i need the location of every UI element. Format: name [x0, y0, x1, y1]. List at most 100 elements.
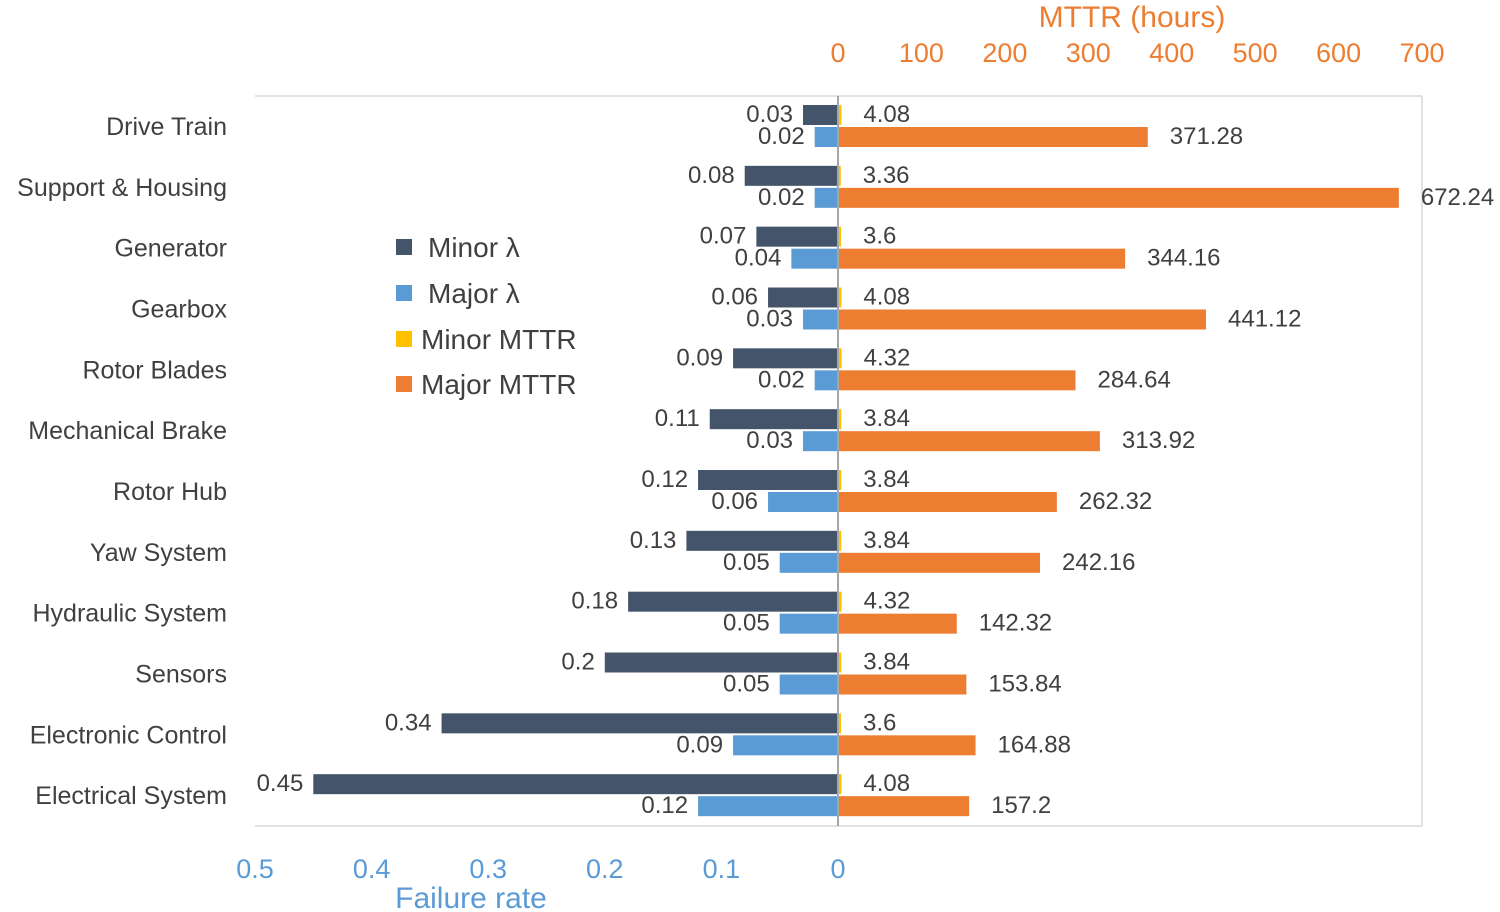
bar-minor-lambda-electronic-control — [441, 713, 838, 734]
category-label-generator: Generator — [114, 235, 227, 263]
bar-minor-lambda-support-housing — [744, 165, 838, 186]
label-major-mttr-mechanical-brake: 313.92 — [1122, 427, 1195, 454]
bar-minor-mttr-gearbox — [838, 287, 842, 308]
label-major-mttr-electronic-control: 164.88 — [998, 731, 1071, 758]
bar-minor-lambda-rotor-blades — [733, 348, 838, 369]
bar-major-lambda-mechanical-brake — [803, 431, 838, 452]
label-minor-lambda-sensors: 0.2 — [561, 649, 594, 676]
category-label-gearbox: Gearbox — [131, 296, 227, 324]
category-label-electrical-system: Electrical System — [35, 782, 227, 810]
failure-rate-axis-title: Failure rate — [395, 882, 547, 912]
label-major-lambda-yaw-system: 0.05 — [723, 549, 770, 576]
label-minor-lambda-electronic-control: 0.34 — [385, 709, 432, 736]
bar-minor-mttr-electronic-control — [838, 713, 842, 734]
bar-minor-mttr-mechanical-brake — [838, 409, 842, 430]
bar-major-lambda-generator — [791, 248, 838, 269]
failure-rate-bars — [313, 105, 838, 817]
label-major-mttr-electrical-system: 157.2 — [991, 792, 1051, 819]
mttr-tick-4: 400 — [1149, 38, 1194, 68]
bar-minor-lambda-sensors — [604, 652, 838, 673]
bar-minor-lambda-drive-train — [803, 105, 838, 125]
bar-minor-mttr-rotor-blades — [838, 348, 842, 369]
category-label-support-housing: Support & Housing — [17, 174, 227, 202]
category-labels: Drive Train Support & Housing Generator Gea… — [17, 113, 227, 810]
bar-major-mttr-mechanical-brake — [838, 431, 1100, 452]
bar-major-lambda-rotor-blades — [814, 370, 838, 391]
label-major-lambda-electronic-control: 0.09 — [676, 731, 723, 758]
label-major-lambda-generator: 0.04 — [735, 245, 782, 272]
bar-minor-lambda-generator — [756, 226, 838, 247]
bar-major-mttr-electrical-system — [838, 796, 970, 817]
legend-label-major-lambda: Major λ — [428, 278, 520, 309]
label-minor-mttr-electronic-control: 3.6 — [863, 709, 896, 736]
bar-minor-mttr-generator — [838, 226, 842, 247]
bar-minor-lambda-electrical-system — [313, 774, 838, 795]
bar-major-lambda-electrical-system — [698, 796, 838, 817]
bar-minor-lambda-hydraulic-system — [628, 591, 838, 612]
bar-minor-lambda-yaw-system — [686, 530, 838, 551]
label-minor-mttr-electrical-system: 4.08 — [863, 770, 910, 797]
bar-minor-lambda-mechanical-brake — [709, 409, 838, 430]
failure-rate-tick-1: 0.4 — [353, 854, 391, 884]
label-minor-mttr-drive-train: 4.08 — [863, 101, 910, 128]
failure-rate-tick-4: 0.1 — [703, 854, 741, 884]
label-minor-lambda-generator: 0.07 — [700, 223, 747, 250]
mttr-tick-7: 700 — [1399, 38, 1444, 68]
mttr-bars — [838, 105, 1399, 817]
label-minor-mttr-rotor-blades: 4.32 — [864, 344, 911, 371]
label-major-mttr-hydraulic-system: 142.32 — [979, 610, 1052, 637]
data-labels: 0.030.024.08371.280.080.023.36672.240.07… — [257, 101, 1495, 819]
bar-major-lambda-sensors — [779, 674, 838, 695]
label-minor-mttr-hydraulic-system: 4.32 — [864, 588, 911, 615]
bar-minor-mttr-rotor-hub — [838, 470, 842, 490]
label-major-lambda-mechanical-brake: 0.03 — [746, 427, 793, 454]
bar-minor-mttr-support-housing — [838, 165, 841, 186]
failure-rate-tick-2: 0.3 — [469, 854, 507, 884]
mttr-tick-6: 600 — [1316, 38, 1361, 68]
bar-major-mttr-hydraulic-system — [838, 613, 957, 634]
mttr-tick-3: 300 — [1066, 38, 1111, 68]
bar-major-mttr-support-housing — [838, 187, 1399, 208]
label-minor-lambda-drive-train: 0.03 — [746, 101, 793, 128]
category-label-hydraulic-system: Hydraulic System — [33, 600, 228, 628]
label-major-mttr-gearbox: 441.12 — [1228, 306, 1301, 333]
category-label-rotor-hub: Rotor Hub — [113, 478, 227, 506]
legend-swatch-major-mttr — [396, 376, 412, 392]
mttr-tick-1: 100 — [899, 38, 944, 68]
bar-major-lambda-support-housing — [814, 187, 838, 208]
label-minor-mttr-yaw-system: 3.84 — [863, 527, 910, 554]
mttr-tick-0: 0 — [830, 38, 845, 68]
label-major-mttr-yaw-system: 242.16 — [1062, 549, 1135, 576]
label-minor-mttr-support-housing: 3.36 — [863, 162, 910, 189]
label-major-lambda-hydraulic-system: 0.05 — [723, 610, 770, 637]
label-minor-lambda-yaw-system: 0.13 — [630, 527, 677, 554]
bar-major-lambda-electronic-control — [733, 735, 838, 756]
bar-minor-mttr-hydraulic-system — [838, 591, 842, 612]
label-major-mttr-support-housing: 672.24 — [1421, 184, 1494, 211]
label-minor-lambda-rotor-blades: 0.09 — [676, 344, 723, 371]
label-minor-mttr-sensors: 3.84 — [863, 649, 910, 676]
bar-major-lambda-yaw-system — [779, 552, 838, 573]
label-minor-lambda-support-housing: 0.08 — [688, 162, 735, 189]
label-minor-mttr-rotor-hub: 3.84 — [863, 466, 910, 493]
bar-minor-lambda-gearbox — [768, 287, 838, 308]
category-label-electronic-control: Electronic Control — [30, 721, 227, 749]
label-major-mttr-sensors: 153.84 — [988, 671, 1061, 698]
category-label-rotor-blades: Rotor Blades — [82, 356, 227, 384]
legend-label-major-mttr: Major MTTR — [421, 369, 577, 400]
label-minor-lambda-hydraulic-system: 0.18 — [571, 588, 618, 615]
label-major-lambda-sensors: 0.05 — [723, 671, 770, 698]
bar-major-lambda-hydraulic-system — [779, 613, 838, 634]
label-major-mttr-rotor-blades: 284.64 — [1097, 366, 1170, 393]
bar-major-mttr-drive-train — [838, 127, 1148, 147]
bar-minor-lambda-rotor-hub — [698, 470, 838, 490]
label-major-lambda-drive-train: 0.02 — [758, 123, 805, 150]
category-label-mechanical-brake: Mechanical Brake — [28, 417, 227, 445]
failure-rate-tick-0: 0.5 — [236, 854, 274, 884]
label-minor-lambda-gearbox: 0.06 — [711, 284, 758, 311]
legend-swatch-minor-lambda — [396, 239, 412, 255]
axes: 0.5 0.4 0.3 0.2 0.1 0 0 100 200 300 400 500 600 700 — [236, 38, 1444, 884]
legend: Minor λ Major λ Minor MTTR Major MTTR — [396, 232, 577, 400]
bar-major-mttr-gearbox — [838, 309, 1207, 330]
